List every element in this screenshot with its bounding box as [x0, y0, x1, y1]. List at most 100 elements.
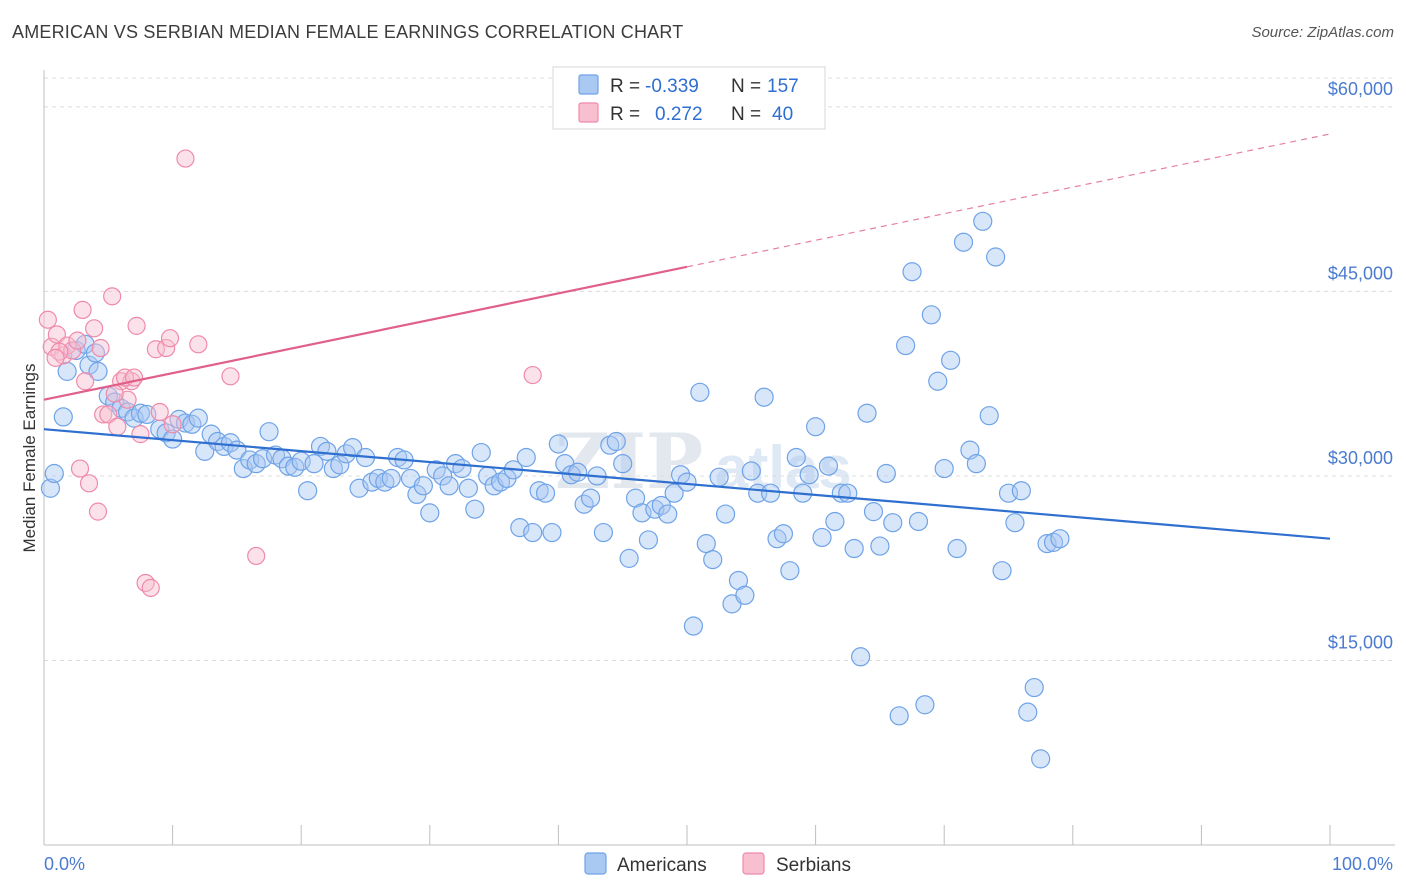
- serbian-point: [523, 365, 542, 385]
- american-point: [298, 481, 318, 501]
- serbian-point: [99, 405, 118, 424]
- american-point: [433, 466, 453, 486]
- american-point: [825, 511, 845, 532]
- stats-american-r-label: R =: [610, 76, 640, 97]
- american-point: [471, 442, 491, 463]
- american-point: [934, 458, 954, 479]
- american-point: [220, 433, 241, 453]
- american-point: [947, 538, 967, 559]
- american-point: [992, 561, 1012, 581]
- serbian-point: [85, 319, 104, 338]
- american-point: [799, 465, 819, 485]
- american-point: [548, 434, 569, 454]
- american-point: [889, 706, 909, 726]
- american-point: [214, 436, 234, 457]
- american-point: [638, 530, 659, 550]
- american-point: [130, 403, 151, 423]
- serbian-points: [38, 149, 542, 597]
- axes: [43, 70, 1395, 846]
- american-point: [465, 499, 485, 519]
- serbian-point: [136, 573, 155, 593]
- serbian-point: [160, 329, 180, 348]
- y-tick-label-2: $45,000: [1328, 263, 1393, 283]
- chart-title: AMERICAN VS SERBIAN MEDIAN FEMALE EARNIN…: [12, 22, 684, 42]
- legend-serbians-swatch: [742, 852, 765, 875]
- watermark-atlas: atlas: [715, 434, 852, 501]
- american-point: [516, 447, 536, 468]
- american-point: [805, 417, 826, 437]
- american-point: [490, 472, 511, 492]
- american-point: [246, 454, 266, 474]
- serbian-point: [88, 502, 108, 521]
- american-point: [921, 305, 941, 325]
- american-point: [568, 462, 588, 482]
- american-point: [330, 455, 350, 475]
- source-credit: Source: ZipAtlas.com: [1251, 24, 1394, 41]
- american-point: [818, 456, 839, 476]
- american-point: [188, 408, 208, 428]
- stats-american-n-label: N =: [731, 76, 761, 97]
- american-point: [966, 454, 986, 474]
- american-point: [664, 483, 684, 503]
- y-tick-label-1: $30,000: [1328, 448, 1393, 468]
- serbian-point: [176, 149, 195, 168]
- american-point: [870, 536, 890, 556]
- y-tick-labels: $15,000 $30,000 $45,000 $60,000: [1328, 79, 1393, 653]
- american-point: [780, 561, 800, 581]
- american-point: [767, 529, 787, 549]
- american-point: [413, 476, 433, 496]
- american-point: [844, 538, 864, 559]
- american-point: [44, 463, 64, 484]
- american-point: [915, 695, 935, 715]
- american-point: [343, 438, 363, 458]
- stats-serbian-n-value: 40: [772, 104, 793, 125]
- american-point: [786, 447, 806, 468]
- american-point: [908, 511, 929, 532]
- american-point: [265, 445, 286, 465]
- legend-americans-swatch: [584, 852, 607, 875]
- american-point: [741, 461, 761, 481]
- serbian-point: [221, 367, 240, 386]
- american-point: [88, 361, 108, 381]
- american-point: [760, 483, 781, 503]
- american-point: [979, 406, 999, 426]
- american-point: [773, 524, 794, 544]
- american-point: [645, 499, 665, 519]
- american-point: [510, 518, 530, 538]
- american-point: [953, 232, 974, 252]
- stats-legend: R = -0.339 N = 157 R = 0.272 N = 40: [552, 66, 826, 130]
- american-point: [941, 350, 961, 370]
- american-point: [928, 371, 948, 391]
- american-point: [896, 335, 916, 356]
- serbian-point: [76, 372, 95, 391]
- american-point: [580, 488, 601, 508]
- serbian-point: [131, 425, 150, 444]
- american-point: [735, 585, 755, 605]
- american-point: [40, 478, 61, 498]
- serbian-point: [150, 402, 169, 422]
- stats-serbian-n-label: N =: [731, 104, 761, 125]
- american-point: [838, 483, 858, 503]
- serbian-point: [108, 417, 127, 436]
- american-point: [1018, 702, 1038, 722]
- stats-serbian-r-value: 0.272: [655, 104, 703, 125]
- american-point: [375, 472, 395, 492]
- bottom-legend: Americans Serbians: [584, 852, 851, 876]
- serbian-point: [94, 405, 113, 424]
- american-point: [754, 387, 774, 407]
- american-trend-line: [43, 428, 1331, 540]
- stats-american-n-value: 157: [767, 76, 799, 97]
- american-point: [523, 522, 543, 543]
- american-point: [452, 458, 472, 479]
- serbian-point: [79, 474, 99, 493]
- american-point: [1043, 532, 1064, 552]
- serbian-point: [103, 287, 122, 306]
- american-point: [600, 435, 620, 455]
- american-point: [658, 504, 678, 524]
- american-point: [124, 408, 144, 428]
- american-point: [703, 550, 723, 570]
- american-point: [857, 403, 877, 423]
- serbian-point: [247, 546, 266, 566]
- serbian-point: [70, 459, 90, 478]
- y-tick-label-0: $15,000: [1328, 632, 1393, 652]
